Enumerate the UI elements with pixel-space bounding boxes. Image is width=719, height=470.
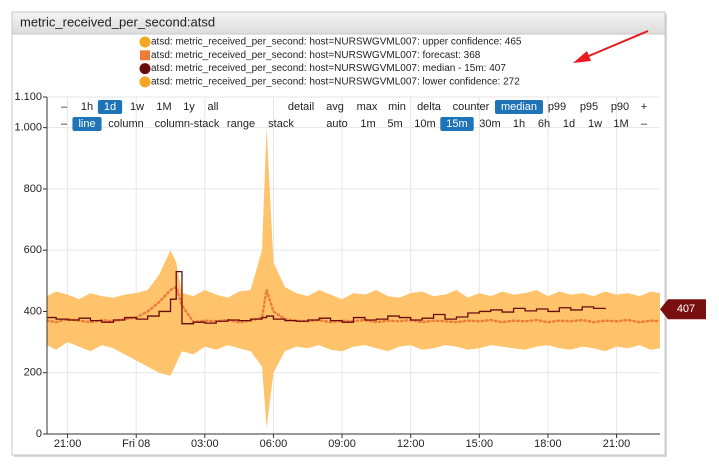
x-tick-label: 03:00 [191,438,219,450]
legend-label: atsd: metric_received_per_second: host=N… [151,77,520,88]
legend-label: atsd: metric_received_per_second: host=N… [151,63,506,74]
y-tick-label: 1.000 [14,122,42,134]
toolbar-button[interactable]: 1h [81,101,93,113]
legend-marker [140,50,150,61]
toolbar-button[interactable]: column [108,118,143,130]
toolbar-button[interactable]: 15m [446,118,467,130]
panel [11,11,666,456]
toolbar-button[interactable]: delta [417,101,442,113]
panel-title: metric_received_per_second:atsd [20,14,215,29]
toolbar-button[interactable]: 10m [414,118,435,130]
toolbar-button[interactable]: – [61,118,68,130]
y-tick-label: 200 [24,367,42,379]
x-tick-label: 18:00 [534,438,562,450]
toolbar-button[interactable]: 1m [360,118,375,130]
toolbar-button-active [494,100,544,114]
x-tick-label: 09:00 [328,438,356,450]
toolbar-button[interactable]: 1M [613,118,628,130]
toolbar-button[interactable]: median [501,101,537,113]
toolbar-button[interactable]: max [357,101,378,113]
x-tick-label: 12:00 [397,438,425,450]
toolbar-button[interactable]: 1d [563,118,575,130]
toolbar-button[interactable]: – [61,101,68,113]
toolbar-button[interactable]: all [207,101,218,113]
toolbar-button[interactable]: 1w [130,101,144,113]
toolbar-button[interactable]: detail [288,101,314,113]
series-layer [47,127,660,428]
series-line [47,270,606,325]
toolbar-button[interactable]: range [227,118,255,130]
toolbar-button-active [97,100,123,114]
toolbar-button[interactable]: p95 [580,101,598,113]
legend: atsd: metric_received_per_second: host=N… [139,36,522,88]
toolbar-button[interactable]: avg [326,101,344,113]
toolbar-button[interactable]: 1h [513,118,525,130]
y-tick-label: 0 [36,428,42,440]
toolbar-button[interactable]: + [641,101,647,113]
x-tick-label: Fri 08 [122,438,150,450]
legend-label: atsd: metric_received_per_second: host=N… [151,37,522,48]
toolbar-button[interactable]: auto [326,118,347,130]
toolbar-button[interactable]: 30m [479,118,500,130]
legend-marker [139,63,151,75]
panel-header [11,11,666,35]
toolbar: – 1h 1d 1w 1M 1y all detail avg max min delta counte… [61,100,648,131]
toolbar-button[interactable]: line [78,118,95,130]
toolbar-button[interactable]: – [641,118,648,130]
x-tick-label: 21:00 [54,438,82,450]
toolbar-button[interactable]: 1w [588,118,602,130]
last-value-badge [660,299,706,320]
toolbar-button-active [72,117,102,131]
toolbar-button[interactable]: 1d [104,101,116,113]
legend-label: atsd: metric_received_per_second: host=N… [151,50,481,61]
y-tick-label: 800 [24,183,42,195]
x-tick-label: 21:00 [603,438,631,450]
legend-marker [139,36,151,48]
toolbar-button[interactable]: 1y [183,101,195,113]
toolbar-button[interactable]: counter [453,101,490,113]
toolbar-button[interactable]: column-stack [155,118,220,130]
x-tick-label: 15:00 [466,438,494,450]
legend-marker [139,76,151,88]
toolbar-button[interactable]: 6h [538,118,550,130]
toolbar-button-active [440,117,474,131]
x-tick-label: 06:00 [260,438,288,450]
toolbar-button[interactable]: min [388,101,406,113]
plot: 0 200 400 600 800 1.000 1.100 21:00 Fri 08 03:00 0… [14,91,706,450]
y-tick-label: 400 [24,305,42,317]
toolbar-button[interactable]: 5m [387,118,402,130]
y-tick-label: 1.100 [14,91,42,103]
last-value-label: 407 [677,303,695,315]
toolbar-button[interactable]: p99 [548,101,566,113]
toolbar-button[interactable]: 1M [156,101,171,113]
toolbar-button[interactable]: stack [268,118,294,130]
y-tick-label: 600 [24,244,42,256]
annotation-arrow [573,30,649,63]
toolbar-button[interactable]: p90 [611,101,629,113]
confidence-band [47,127,660,428]
